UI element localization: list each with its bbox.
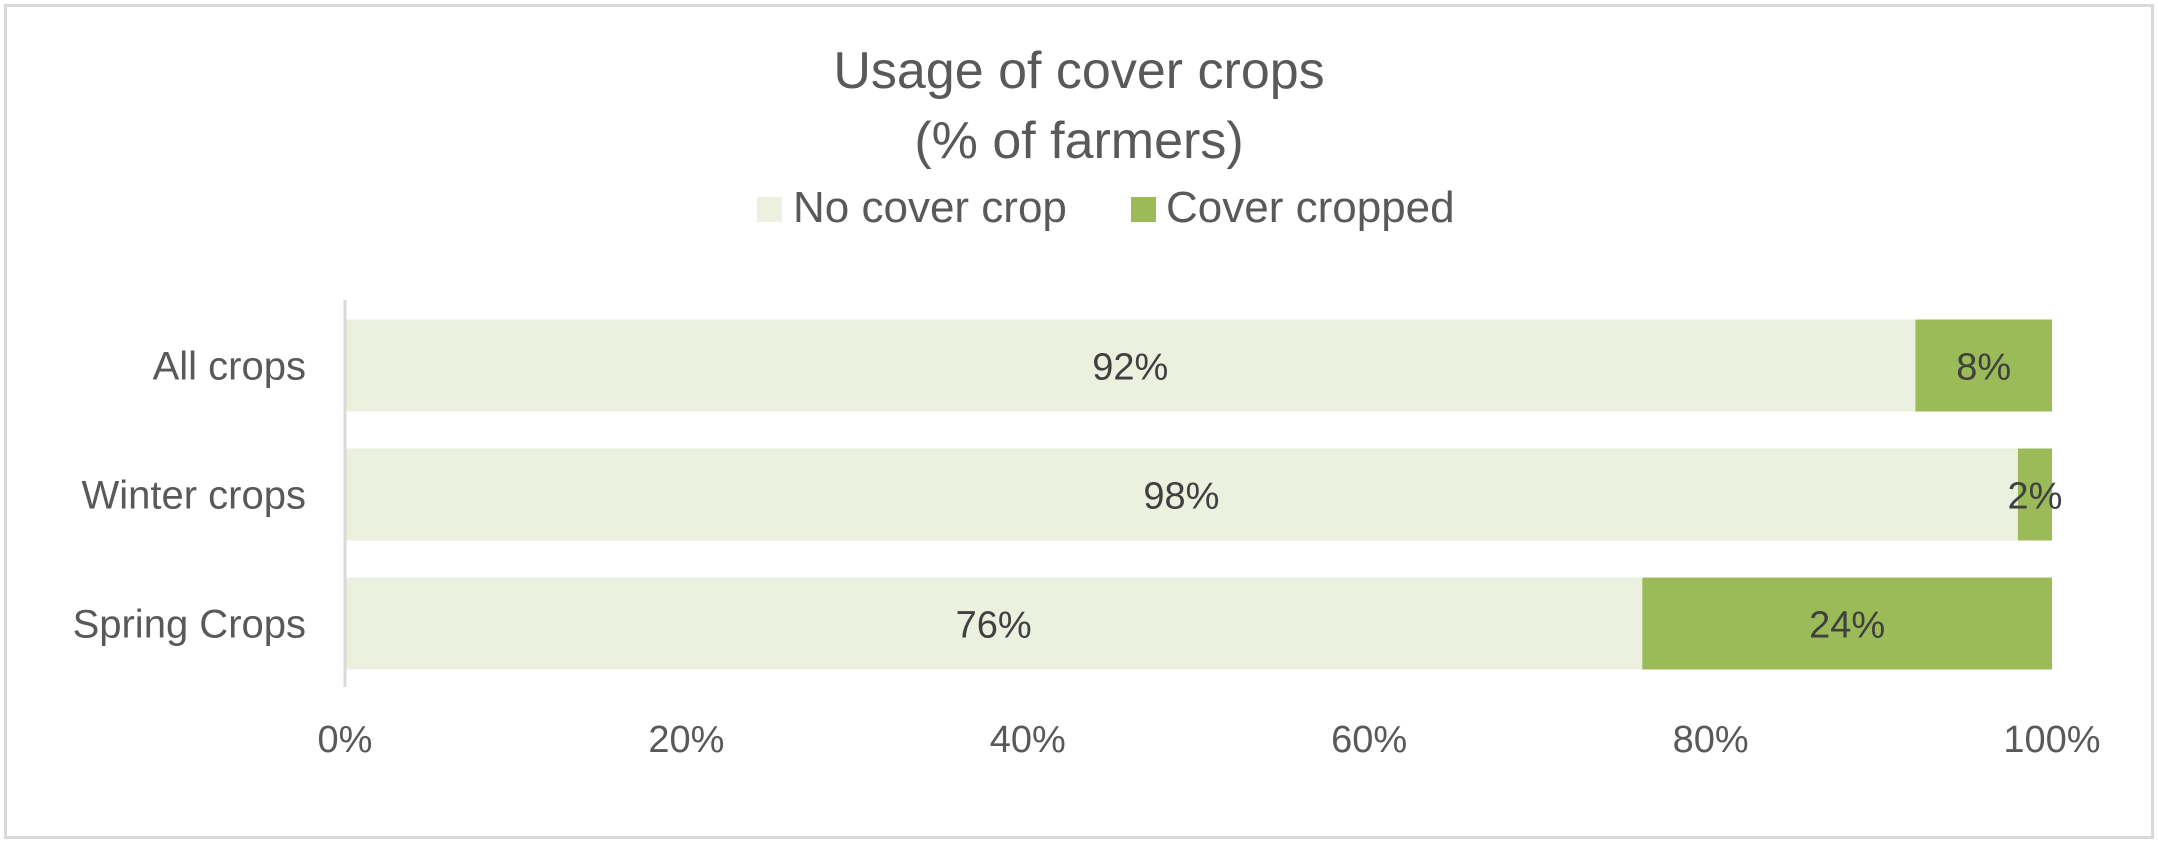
bar-no-cover-crop-3	[345, 577, 1643, 670]
chart-subtitle: (% of farmers)	[914, 112, 1243, 170]
legend: No cover crop Cover cropped	[757, 183, 1455, 232]
chart-title: Usage of cover crops	[833, 42, 1324, 100]
legend-swatch-1	[757, 197, 782, 222]
category-label-3: Spring Crops	[73, 603, 306, 647]
category-label-2: Winter crops	[82, 474, 307, 518]
legend-label-2: Cover cropped	[1166, 183, 1455, 232]
legend-swatch-2	[1131, 197, 1156, 222]
x-tick-label-4: 60%	[1331, 719, 1407, 761]
chart-frame	[4, 4, 2154, 839]
x-axis: 0% 20% 40% 60% 80% 100%	[318, 300, 2101, 761]
x-tick-label-5: 80%	[1673, 719, 1749, 761]
x-tick-label-6: 100%	[2003, 719, 2100, 761]
chart-title-group: Usage of cover crops (% of farmers)	[833, 42, 1324, 170]
bar-cover-cropped-3	[1642, 577, 2052, 670]
data-label-cover-cropped-3: 24%	[1809, 605, 1885, 647]
data-label-no-cover-crop-2: 98%	[1143, 476, 1219, 518]
bar-no-cover-crop-1	[345, 319, 1916, 412]
data-label-cover-cropped-1: 8%	[1956, 347, 2011, 389]
legend-label-1: No cover crop	[793, 183, 1067, 232]
bar-cover-cropped-1	[1915, 319, 2052, 412]
x-tick-label-1: 0%	[318, 719, 373, 761]
x-tick-label-3: 40%	[990, 719, 1066, 761]
data-label-no-cover-crop-1: 92%	[1092, 347, 1168, 389]
data-label-cover-cropped-2: 2%	[2007, 476, 2062, 518]
data-label-no-cover-crop-3: 76%	[956, 605, 1032, 647]
bar-cover-cropped-2	[2017, 448, 2052, 541]
category-label-1: All crops	[153, 345, 306, 389]
bar-no-cover-crop-2	[345, 448, 2018, 541]
x-tick-label-2: 20%	[648, 719, 724, 761]
plot-area: All crops 92% 8% Winter crops 98% 2% Spring Cr…	[73, 319, 2062, 670]
